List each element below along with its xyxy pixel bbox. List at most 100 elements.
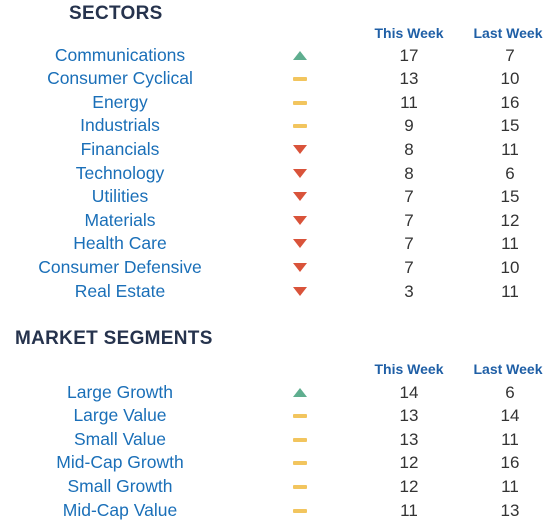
last-week-value: 6: [505, 382, 515, 402]
last-week-value: 6: [505, 163, 515, 183]
dash-flat-icon-shape: [293, 437, 307, 442]
dash-flat-icon: [287, 475, 313, 499]
last-week-value: 15: [500, 187, 520, 207]
triangle-down-icon-shape: [293, 215, 307, 225]
row-name: Technology: [75, 162, 165, 183]
this-week-value: 7: [404, 210, 414, 230]
row-name: Large Growth: [66, 381, 174, 402]
triangle-down-icon: [287, 185, 313, 209]
row-name: Industrials: [80, 115, 160, 136]
sectors-this-week-header: This Week: [374, 25, 444, 41]
table-row: Health Care 7 11: [0, 232, 560, 256]
table-row: Large Value 13 14: [0, 404, 560, 428]
dash-flat-icon: [287, 91, 313, 115]
segments-last-week-header: Last Week: [473, 361, 543, 377]
this-week-value: 13: [399, 406, 419, 426]
triangle-down-icon: [287, 162, 313, 186]
triangle-down-icon-shape: [293, 286, 307, 296]
table-row: Consumer Cyclical 13 10: [0, 67, 560, 91]
last-week-value: 13: [500, 500, 520, 520]
table-row: Financials 8 11: [0, 138, 560, 162]
dash-flat-icon-shape: [293, 124, 307, 129]
last-week-value: 11: [501, 476, 519, 496]
triangle-down-icon-shape: [293, 239, 307, 249]
row-name: Health Care: [73, 233, 167, 254]
triangle-down-icon: [287, 280, 313, 304]
table-row: Technology 8 6: [0, 162, 560, 186]
segments-title: MARKET SEGMENTS: [15, 328, 213, 349]
this-week-value: 12: [399, 476, 419, 496]
row-name: Energy: [92, 91, 148, 112]
dash-flat-icon-shape: [293, 508, 307, 513]
last-week-value: 11: [501, 234, 519, 254]
row-name: Materials: [84, 209, 156, 230]
segments-this-week-header: This Week: [374, 361, 444, 377]
triangle-up-icon-shape: [293, 50, 307, 60]
dash-flat-icon-shape: [293, 77, 307, 82]
row-name: Consumer Defensive: [38, 256, 202, 277]
this-week-value: 17: [399, 45, 419, 65]
row-name: Real Estate: [74, 280, 166, 301]
triangle-down-icon-shape: [293, 192, 307, 202]
dash-flat-icon: [287, 67, 313, 91]
triangle-down-icon: [287, 209, 313, 233]
row-name: Communications: [54, 44, 186, 65]
dash-flat-icon-shape: [293, 484, 307, 489]
triangle-down-icon: [287, 256, 313, 280]
row-name: Large Value: [73, 405, 167, 426]
table-row: Communications 17 7: [0, 44, 560, 68]
row-name: Small Growth: [67, 475, 173, 496]
dash-flat-icon: [287, 114, 313, 138]
table-row: Utilities 7 15: [0, 185, 560, 209]
last-week-value: 16: [500, 92, 520, 112]
dash-flat-icon: [287, 451, 313, 475]
row-name: Small Value: [73, 428, 167, 449]
last-week-value: 15: [500, 116, 520, 136]
triangle-down-icon-shape: [293, 168, 307, 178]
row-name: Consumer Cyclical: [47, 68, 193, 89]
table-row: Real Estate 3 11: [0, 280, 560, 304]
this-week-value: 12: [399, 453, 419, 473]
last-week-value: 10: [500, 69, 520, 89]
triangle-up-icon-shape: [293, 387, 307, 397]
row-name: Financials: [80, 138, 160, 159]
table-row: Small Value 13 11: [0, 428, 560, 452]
dash-flat-icon: [287, 428, 313, 452]
sectors-last-week-header: Last Week: [473, 25, 543, 41]
this-week-value: 7: [404, 234, 414, 254]
dash-flat-icon: [287, 404, 313, 428]
triangle-down-icon: [287, 232, 313, 256]
table-row: Industrials 9 15: [0, 114, 560, 138]
table-row: Large Growth 14 6: [0, 381, 560, 405]
dash-flat-icon-shape: [293, 100, 307, 105]
last-week-value: 10: [500, 257, 520, 277]
dash-flat-icon-shape: [293, 461, 307, 466]
this-week-value: 8: [404, 163, 414, 183]
this-week-value: 7: [404, 257, 414, 277]
this-week-value: 8: [404, 139, 414, 159]
triangle-up-icon: [287, 44, 313, 68]
last-week-value: 16: [500, 453, 520, 473]
table-row: Energy 11 16: [0, 91, 560, 115]
table-row: Consumer Defensive 7 10: [0, 256, 560, 280]
sectors-title: SECTORS: [69, 3, 163, 24]
this-week-value: 3: [404, 281, 414, 301]
this-week-value: 13: [399, 429, 419, 449]
this-week-value: 14: [399, 382, 419, 402]
this-week-value: 11: [400, 500, 418, 520]
this-week-value: 13: [399, 69, 419, 89]
row-name: Utilities: [91, 186, 149, 207]
last-week-value: 14: [500, 406, 520, 426]
table-row: Mid-Cap Growth 12 16: [0, 451, 560, 475]
last-week-value: 11: [501, 281, 519, 301]
triangle-down-icon-shape: [293, 262, 307, 272]
triangle-down-icon-shape: [293, 144, 307, 154]
last-week-value: 11: [501, 429, 519, 449]
row-name: Mid-Cap Growth: [56, 452, 184, 473]
table-row: Materials 7 12: [0, 209, 560, 233]
last-week-value: 11: [501, 139, 519, 159]
row-name: Mid-Cap Value: [62, 499, 178, 520]
this-week-value: 9: [404, 116, 414, 136]
last-week-value: 12: [500, 210, 520, 230]
last-week-value: 7: [505, 45, 515, 65]
